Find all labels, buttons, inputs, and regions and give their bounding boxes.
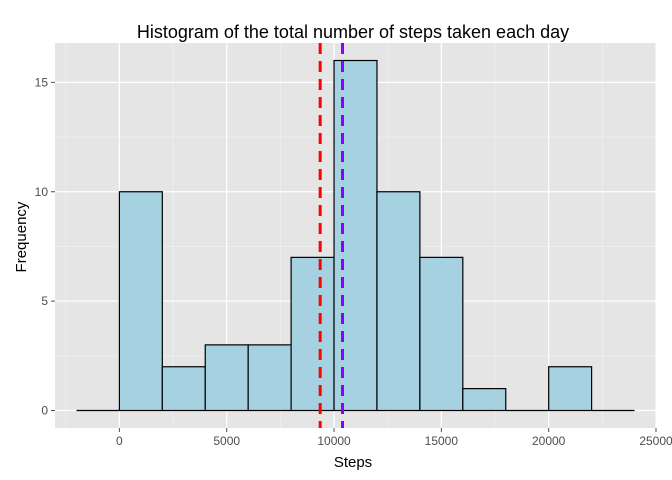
histogram-bar [290,256,335,412]
reference-lines [318,43,345,428]
histogram-bar [419,256,464,412]
histogram-bar [376,191,421,412]
y-axis: 0 5 10 15 [35,75,55,418]
x-tick-label: 0 [116,434,123,448]
x-axis-title: Steps [334,454,372,471]
y-tick-label: 10 [35,185,49,199]
x-tick-label: 25000 [639,434,672,448]
y-tick-label: 5 [41,294,48,308]
x-axis: 0 5000 10000 15000 20000 25000 [116,428,672,448]
histogram-bar [118,191,163,412]
histogram-bar [247,344,292,412]
histogram-bar [161,366,206,412]
histogram-bar [333,59,378,412]
chart-title: Histogram of the total number of steps t… [137,22,569,42]
x-tick-label: 15000 [425,434,459,448]
histogram-bar [462,388,507,412]
x-tick-label: 10000 [317,434,351,448]
histogram-bar [204,344,249,412]
y-tick-label: 15 [35,75,49,89]
x-tick-label: 5000 [213,434,240,448]
x-tick-label: 20000 [532,434,566,448]
y-axis-title: Frequency [13,201,30,272]
histogram-bar [548,366,593,412]
y-tick-label: 0 [41,404,48,418]
